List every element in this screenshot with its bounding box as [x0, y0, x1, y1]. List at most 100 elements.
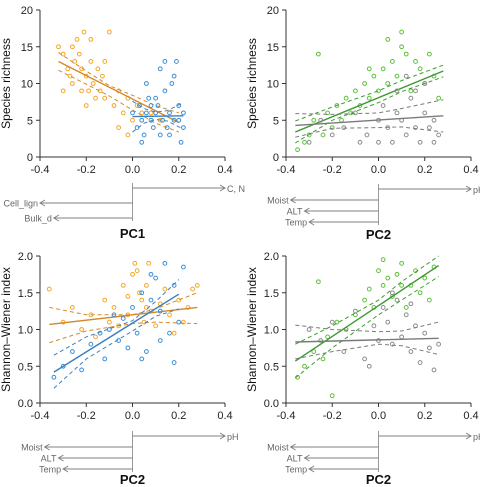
arrow-label: pH — [473, 432, 480, 442]
ci-upper-gray — [295, 321, 439, 333]
y-tick-label: 1.0 — [264, 325, 279, 337]
data-point-blue — [167, 110, 172, 116]
data-point-blue — [60, 363, 66, 369]
data-point-blue — [153, 275, 159, 281]
data-point-green — [311, 349, 317, 354]
arrow-label: C, N — [227, 184, 245, 194]
y-tick-label: 0.5 — [264, 361, 279, 373]
data-point-green — [329, 125, 335, 130]
ci-upper-gray — [295, 99, 444, 115]
data-point-orange — [79, 88, 85, 94]
arrow-label: Temp — [285, 218, 307, 228]
data-point-blue — [157, 338, 163, 343]
x-tick-label: -0.2 — [77, 164, 96, 176]
data-point-green — [417, 290, 423, 296]
data-point-orange — [143, 305, 149, 310]
x-tick-label: 0.0 — [125, 410, 140, 422]
data-point-green — [436, 95, 442, 101]
data-point-blue — [120, 316, 126, 321]
data-point-gray — [352, 308, 358, 314]
data-point-green — [403, 305, 409, 310]
data-point-green — [366, 286, 372, 292]
data-point-orange — [143, 283, 149, 288]
y-tick-label: 0.0 — [18, 398, 33, 410]
data-point-green — [315, 279, 321, 285]
data-point-orange — [137, 290, 142, 296]
data-point-gray — [408, 95, 414, 101]
panel-p1: -0.4 -0.2 0.0 0.2 0.4 0 5 10 15 20 Species richnes… — [0, 5, 245, 241]
arrow-label: ALT — [41, 454, 57, 464]
data-point-orange — [60, 51, 66, 57]
data-point-gray — [329, 132, 335, 138]
ci-lower-orange — [49, 321, 198, 344]
data-point-gray — [403, 132, 409, 138]
x-tick-label: 0.0 — [371, 164, 386, 176]
data-point-green — [394, 271, 400, 277]
data-point-orange — [88, 37, 94, 42]
x-tick-label: -0.4 — [277, 410, 296, 422]
data-point-orange — [69, 305, 75, 310]
data-point-gray — [380, 305, 386, 310]
data-point-blue — [169, 81, 175, 86]
data-point-gray — [366, 363, 372, 369]
data-point-blue — [148, 271, 154, 277]
data-point-green — [394, 73, 400, 79]
arrow-head — [52, 214, 60, 222]
data-point-blue — [134, 330, 140, 336]
ci-lower-gray — [295, 126, 444, 138]
data-point-blue — [180, 110, 186, 116]
data-point-blue — [139, 290, 145, 296]
data-point-gray — [394, 110, 400, 116]
data-point-blue — [180, 125, 186, 130]
ci-upper-green — [295, 64, 444, 122]
data-point-gray — [306, 327, 312, 332]
data-point-green — [339, 117, 344, 123]
data-point-orange — [180, 319, 186, 325]
arrow-head — [219, 432, 226, 440]
data-point-gray — [436, 132, 442, 138]
data-point-orange — [106, 319, 112, 325]
data-point-orange — [93, 334, 98, 340]
data-point-orange — [141, 319, 147, 325]
y-tick-label: 20 — [21, 5, 33, 17]
arrow-head — [303, 207, 310, 215]
fit-line-gray — [295, 337, 439, 343]
data-point-orange — [106, 29, 112, 35]
arrow-label: Moist — [267, 196, 289, 206]
arrow-head — [43, 443, 50, 451]
arrow-head — [62, 465, 69, 473]
data-point-orange — [67, 73, 73, 79]
data-point-orange — [81, 29, 87, 35]
data-point-orange — [56, 44, 61, 50]
data-point-orange — [171, 330, 177, 336]
data-point-gray — [357, 139, 363, 145]
y-axis-label: Species richness — [0, 38, 13, 129]
x-tick-label: 0.4 — [217, 164, 232, 176]
data-point-orange — [116, 125, 122, 130]
data-point-green — [325, 110, 331, 116]
data-point-orange — [72, 59, 78, 64]
data-point-blue — [130, 305, 135, 310]
x-tick-label: -0.2 — [77, 410, 96, 422]
data-point-green — [380, 257, 386, 263]
data-point-gray — [389, 290, 395, 296]
data-point-green — [306, 132, 312, 138]
data-point-orange — [93, 95, 98, 101]
data-point-blue — [143, 349, 149, 354]
arrow-label: ALT — [287, 454, 303, 464]
data-point-orange — [185, 305, 191, 310]
data-point-orange — [83, 103, 89, 108]
y-tick-label: 1.5 — [18, 288, 33, 300]
data-point-orange — [111, 103, 117, 108]
data-point-orange — [125, 132, 131, 138]
data-point-gray — [431, 367, 437, 373]
data-point-green — [371, 73, 377, 79]
data-point-orange — [46, 286, 52, 292]
data-point-blue — [162, 59, 168, 64]
data-point-blue — [139, 356, 145, 362]
arrow-head — [465, 432, 472, 440]
x-axis-label: PC2 — [366, 472, 391, 487]
data-point-blue — [162, 260, 168, 266]
data-point-blue — [143, 81, 149, 86]
data-point-green — [417, 66, 423, 72]
